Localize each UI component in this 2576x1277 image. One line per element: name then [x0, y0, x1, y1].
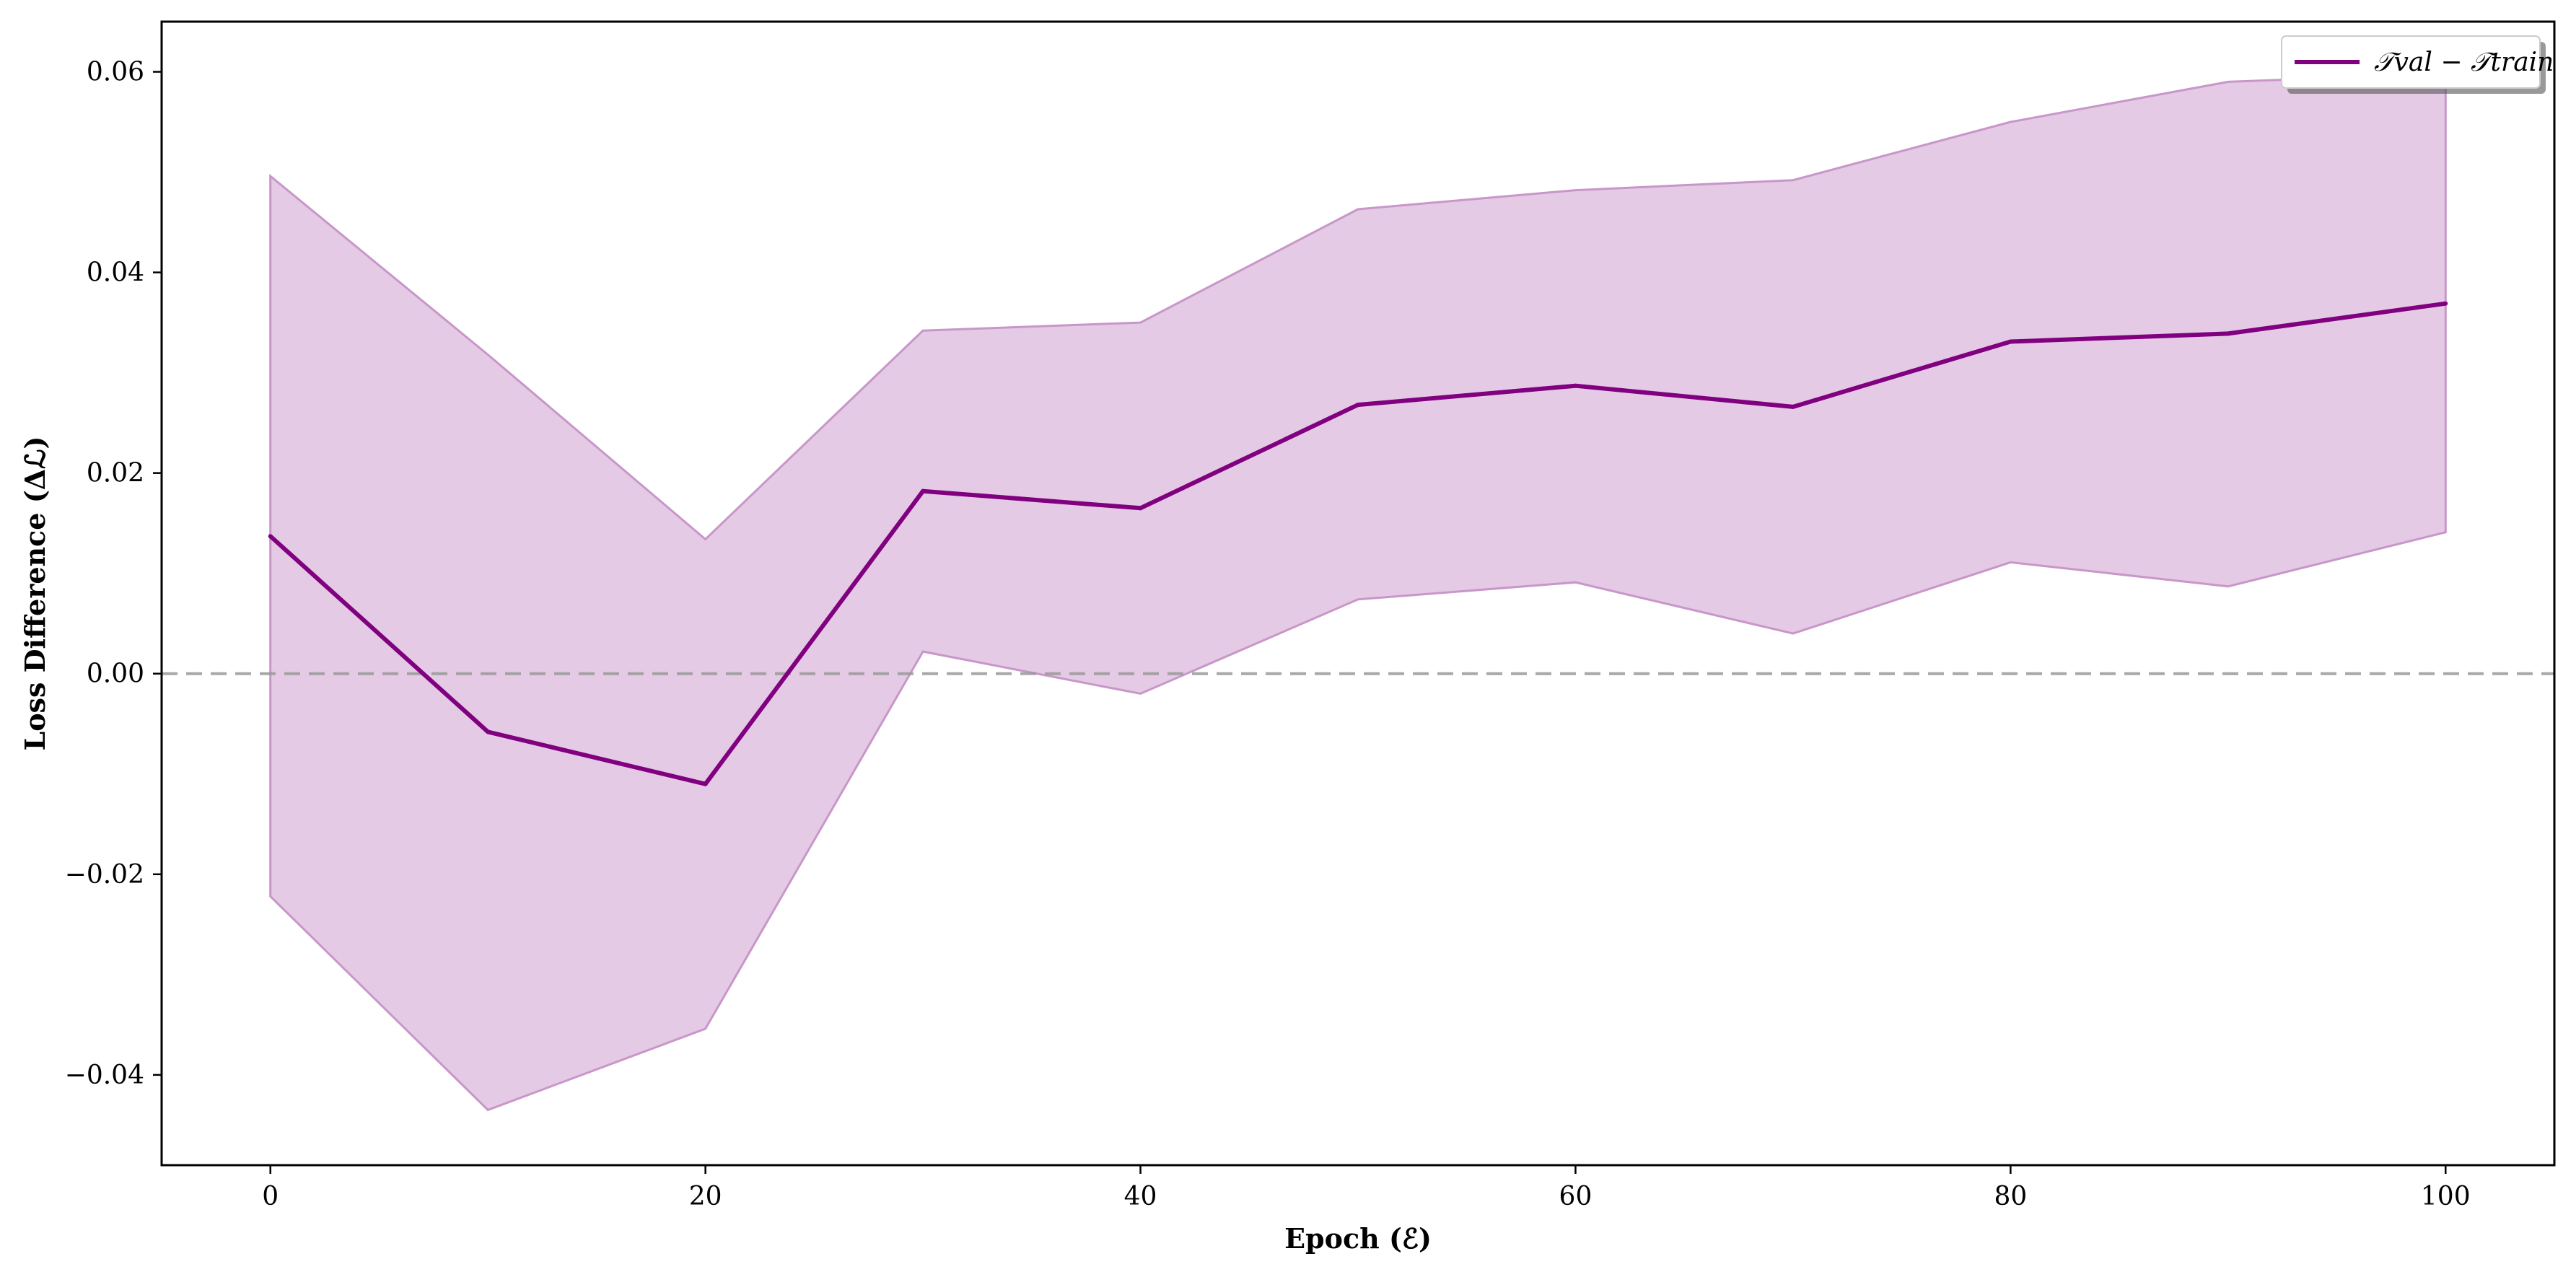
confidence-band — [269, 72, 2447, 1112]
x-axis-label: Epoch (ℰ) — [1284, 1222, 1432, 1255]
y-tick-label: 0.04 — [87, 258, 144, 288]
x-tick-label: 80 — [1994, 1182, 2027, 1211]
axes-layer: 0 20 40 60 80 100 −0.04 −0.02 0.00 0.02 0.04 0.06 Ep… — [19, 20, 2556, 1255]
x-tick-label: 40 — [1124, 1182, 1157, 1211]
plot-layer — [162, 72, 2554, 1112]
x-tick-label: 100 — [2421, 1182, 2471, 1211]
data-point — [1138, 506, 1143, 511]
y-tick-label: −0.04 — [65, 1061, 144, 1090]
legend-box — [2281, 35, 2541, 89]
legend: 𝒯val − 𝒯train — [2281, 35, 2554, 94]
data-point — [1573, 383, 1578, 388]
data-point — [2443, 301, 2448, 306]
plot-frame — [160, 20, 2556, 1167]
x-tick-label: 0 — [262, 1182, 279, 1211]
y-tick-label: 0.00 — [87, 659, 144, 689]
data-point — [2225, 331, 2230, 336]
data-point — [703, 781, 708, 786]
y-tick-label: 0.06 — [87, 58, 144, 87]
y-axis-label: Loss Difference (Δℒ) — [19, 436, 51, 750]
data-point — [486, 729, 491, 734]
data-point — [1356, 403, 1360, 408]
data-point — [268, 534, 273, 539]
data-point — [1790, 404, 1795, 409]
y-tick-label: −0.02 — [65, 860, 144, 890]
data-point — [2008, 339, 2013, 344]
x-tick-label: 60 — [1559, 1182, 1593, 1211]
data-point — [921, 488, 926, 493]
legend-label: 𝒯val − 𝒯train — [2374, 48, 2554, 77]
x-tick-label: 20 — [689, 1182, 722, 1211]
y-tick-label: 0.02 — [87, 459, 144, 488]
